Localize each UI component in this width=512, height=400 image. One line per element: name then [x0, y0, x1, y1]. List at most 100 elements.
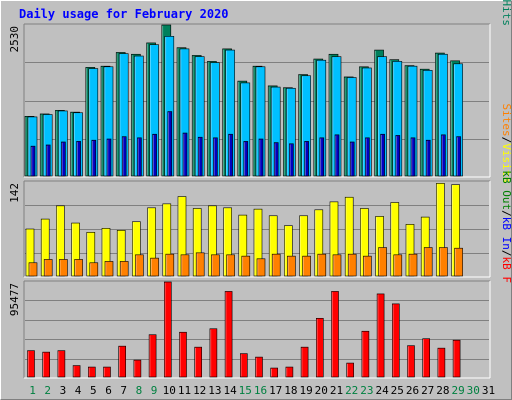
- kbf-bar: [376, 293, 385, 378]
- kbf-bar: [88, 366, 96, 378]
- sites-bar: [104, 261, 114, 277]
- kbf-bar: [452, 339, 461, 378]
- sites-bar: [378, 247, 387, 277]
- day-label: 7: [120, 384, 127, 397]
- sites-bar: [59, 259, 68, 277]
- sites-bar: [195, 252, 205, 277]
- kbf-bar: [209, 328, 218, 378]
- kbf-bar: [57, 350, 66, 378]
- sites-bar: [180, 254, 190, 277]
- pages-bar: [319, 137, 325, 177]
- kbf-bar: [331, 291, 339, 378]
- y-max-label: 95477: [8, 283, 21, 316]
- pages-bar: [289, 143, 294, 177]
- day-label: 2: [44, 384, 51, 397]
- kbf-bar: [270, 367, 279, 378]
- day-label: 25: [391, 384, 404, 397]
- pages-bar: [91, 139, 97, 177]
- day-label: 20: [315, 384, 328, 397]
- sites-bar: [28, 262, 38, 277]
- day-label: 19: [299, 384, 312, 397]
- day-label: 6: [105, 384, 112, 397]
- day-label: 30: [467, 384, 480, 397]
- day-label: 13: [208, 384, 221, 397]
- kbf-bar: [194, 346, 202, 378]
- legend-entry: /: [500, 250, 512, 257]
- pages-bar: [45, 144, 51, 177]
- sites-bar: [165, 253, 175, 277]
- day-label: 28: [436, 384, 449, 397]
- legend-entry: kB In: [500, 217, 512, 250]
- pages-bar: [76, 141, 81, 177]
- pages-bar: [258, 138, 264, 177]
- kbf-bar: [179, 331, 187, 378]
- pages-bar: [106, 138, 112, 177]
- day-label: 15: [239, 384, 252, 397]
- pages-bar: [197, 136, 203, 177]
- pages-bar: [182, 132, 188, 177]
- legend-entry: Visits: [500, 143, 512, 183]
- kbf-bar: [422, 338, 431, 378]
- kbf-bar: [27, 350, 35, 378]
- kbf-bar: [391, 303, 400, 378]
- day-label: 17: [269, 384, 282, 397]
- y-max-label: 142: [8, 183, 21, 203]
- pages-bar: [152, 133, 157, 177]
- sites-bar: [454, 247, 463, 277]
- kbf-bar: [164, 281, 172, 378]
- kbf-bar: [118, 345, 126, 378]
- pages-bar: [273, 142, 279, 177]
- pages-bar: [410, 137, 416, 177]
- pages-bar: [425, 139, 431, 177]
- pages-bar: [334, 134, 340, 177]
- sites-bar: [332, 254, 342, 277]
- sites-bar: [271, 253, 281, 277]
- sites-bar: [119, 261, 129, 277]
- pages-bar: [167, 111, 173, 177]
- pages-bar: [121, 136, 127, 177]
- day-label: 1: [29, 384, 36, 397]
- pages-bar: [213, 137, 218, 177]
- sites-bar: [241, 255, 251, 277]
- kbf-bar: [42, 351, 51, 378]
- kbf-bar: [300, 346, 309, 378]
- sites-bar: [226, 254, 235, 277]
- day-label: 16: [254, 384, 267, 397]
- sites-bar: [408, 253, 418, 277]
- day-label: 29: [451, 384, 464, 397]
- kbf-bar: [407, 345, 415, 378]
- day-label: 31: [482, 384, 495, 397]
- kbf-bar: [255, 356, 263, 378]
- pages-bar: [30, 145, 36, 177]
- day-label: 4: [75, 384, 82, 397]
- pages-bar: [243, 141, 249, 177]
- pages-bar: [380, 133, 385, 177]
- kbf-bar: [103, 366, 111, 378]
- kbf-bar: [285, 366, 294, 378]
- kbf-bar: [72, 365, 81, 378]
- day-label: 3: [60, 384, 67, 397]
- pages-bar: [441, 134, 446, 177]
- legend-entry: /: [500, 210, 512, 217]
- day-label: 8: [136, 384, 143, 397]
- day-label: 23: [360, 384, 373, 397]
- day-label: 14: [223, 384, 237, 397]
- sites-bar: [439, 247, 448, 277]
- sites-bar: [302, 255, 311, 277]
- sites-bar: [393, 254, 403, 277]
- kbf-bar: [224, 291, 233, 378]
- sites-bar: [211, 254, 220, 277]
- legend-entry: kB Out: [500, 170, 512, 210]
- y-max-label: 2530: [8, 26, 21, 53]
- day-label: 11: [178, 384, 191, 397]
- kbf-bar: [346, 362, 355, 378]
- sites-bar: [363, 255, 372, 277]
- kbf-bar: [240, 353, 248, 378]
- day-label: 12: [193, 384, 206, 397]
- sites-bar: [347, 253, 357, 277]
- day-label: 9: [151, 384, 158, 397]
- kbf-bar: [315, 317, 324, 378]
- legend-entry: Hits: [500, 0, 512, 26]
- pages-bar: [304, 141, 309, 177]
